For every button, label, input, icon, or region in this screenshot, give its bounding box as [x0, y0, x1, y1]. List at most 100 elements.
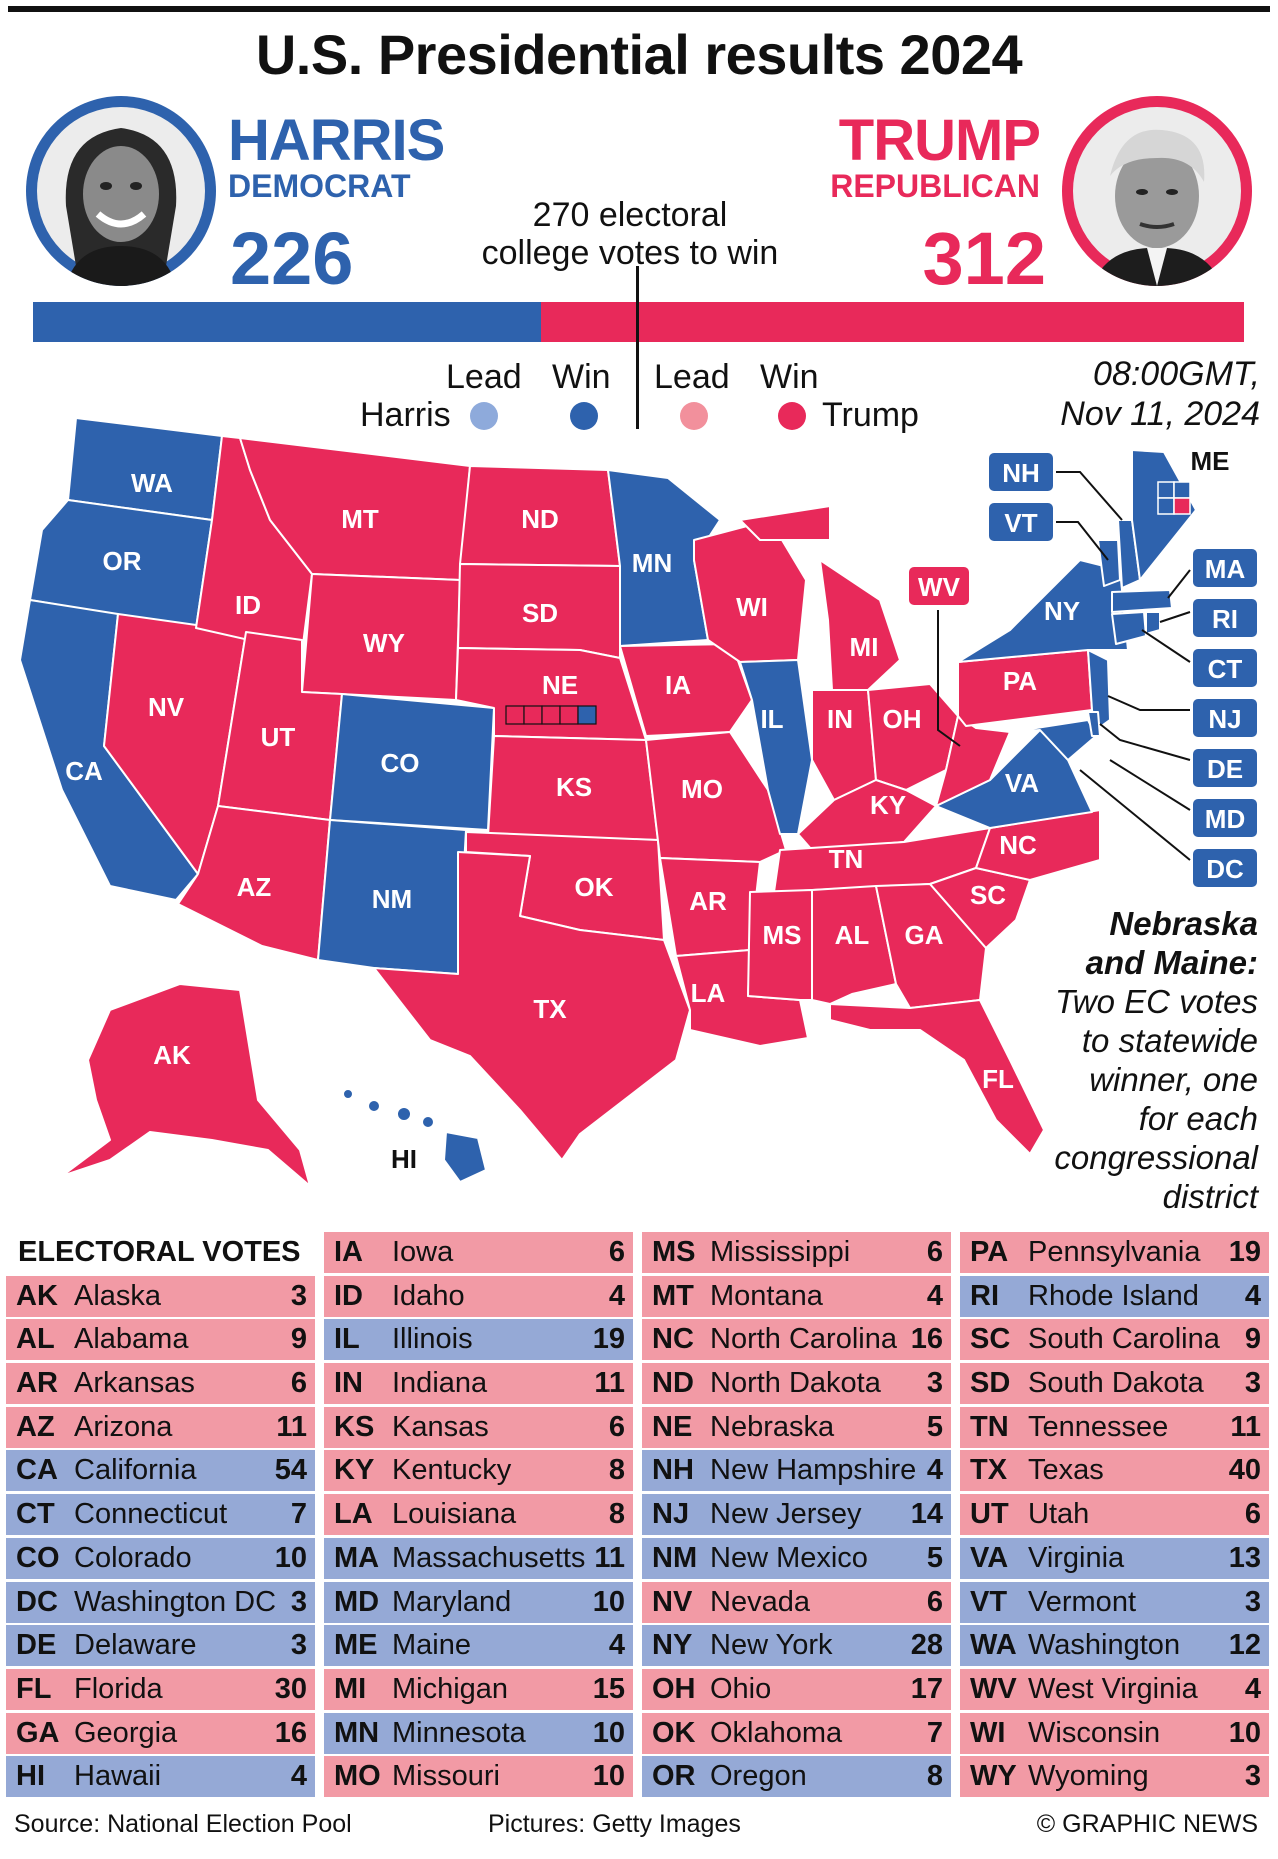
note-body-6: district: [1162, 1178, 1258, 1215]
ev-state-name: Nebraska: [710, 1410, 835, 1443]
ev-abbr: MT: [652, 1279, 694, 1312]
ev-votes: 7: [290, 1498, 307, 1531]
ev-state-name: Maine: [392, 1629, 471, 1662]
threshold-line1: 270 electoral: [532, 196, 728, 234]
state-RI: [1145, 611, 1161, 635]
state-AK: [61, 983, 311, 1187]
ev-state-name: Nevada: [710, 1585, 810, 1618]
ev-state-name: Iowa: [392, 1236, 454, 1268]
ev-votes: 19: [592, 1323, 625, 1356]
ev-abbr: NJ: [652, 1498, 690, 1531]
ev-abbr: NV: [652, 1585, 693, 1618]
ev-state-name: South Dakota: [1028, 1367, 1204, 1400]
maine-district-grid: [1157, 481, 1191, 515]
label-IN: IN: [827, 704, 853, 734]
ev-row-ca: CA California 54: [6, 1450, 315, 1492]
state-WI: [693, 519, 807, 663]
ev-votes: 4: [1244, 1672, 1261, 1705]
ev-abbr: SD: [970, 1367, 1011, 1400]
label-NY: NY: [1044, 596, 1080, 626]
harris-name: HARRIS: [228, 108, 445, 173]
label-OK: OK: [575, 872, 614, 902]
ev-row-or: OR Oregon 8: [642, 1756, 951, 1798]
state-IL: [739, 659, 813, 835]
ev-votes: 3: [290, 1279, 307, 1312]
ev-state-name: Utah: [1028, 1498, 1090, 1531]
ev-votes: 4: [926, 1279, 943, 1312]
ev-votes: 6: [290, 1367, 307, 1400]
ev-votes: 3: [1244, 1760, 1261, 1793]
ev-votes: 11: [276, 1410, 307, 1443]
label-AR: AR: [689, 886, 727, 916]
ev-abbr: ID: [334, 1279, 363, 1312]
ev-row-ok: OK Oklahoma 7: [642, 1712, 951, 1754]
label-NC: NC: [999, 830, 1037, 860]
ev-row-ut: UT Utah 6: [960, 1494, 1269, 1536]
ev-abbr: GA: [16, 1716, 60, 1749]
note-body-3: winner, one: [1089, 1061, 1258, 1098]
footer-source: Source: National Election Pool: [14, 1810, 352, 1838]
ev-column-4: PA Pennsylvania 19 RI Rhode Island 4 SC South C…: [960, 1232, 1269, 1800]
ev-votes: 16: [274, 1716, 307, 1749]
ev-row-co: CO Colorado 10: [6, 1537, 315, 1579]
ev-votes: 15: [592, 1672, 625, 1705]
harris-progress-bar: [33, 302, 541, 342]
state-TX: [373, 851, 691, 1161]
ev-votes: 16: [910, 1323, 943, 1356]
ev-row-nm: NM New Mexico 5: [642, 1537, 951, 1579]
state-VT: [1097, 539, 1121, 587]
ev-state-name: Arizona: [74, 1410, 173, 1443]
ev-votes: 8: [926, 1760, 943, 1793]
ev-votes: 10: [1228, 1716, 1261, 1749]
ev-row-wy: WY Wyoming 3: [960, 1756, 1269, 1798]
box-CT: CT: [1191, 647, 1259, 689]
ev-abbr: WA: [970, 1629, 1017, 1662]
ev-abbr: WY: [970, 1760, 1017, 1793]
box-DE: DE: [1191, 747, 1259, 789]
trump-progress-bar: [541, 302, 1244, 342]
ev-state-name: Michigan: [392, 1672, 509, 1705]
state-FL: [829, 999, 1045, 1155]
ev-row-ks: KS Kansas 6: [324, 1406, 633, 1448]
ev-abbr: UT: [970, 1498, 1009, 1531]
nebraska-maine-note: Nebraska and Maine: Two EC votes to stat…: [1054, 904, 1258, 1216]
ev-abbr: VT: [970, 1585, 1008, 1618]
ev-state-name: Illinois: [392, 1323, 473, 1356]
ev-abbr: WV: [970, 1672, 1017, 1705]
svg-text:RI: RI: [1212, 604, 1238, 634]
ev-row-al: AL Alabama 9: [6, 1319, 315, 1361]
ev-state-name: Delaware: [74, 1629, 197, 1662]
label-MS: MS: [763, 920, 802, 950]
box-RI: RI: [1191, 597, 1259, 639]
ev-state-name: Tennessee: [1028, 1410, 1169, 1443]
ev-state-name: Massachusetts: [392, 1541, 586, 1574]
ev-state-name: Missouri: [392, 1760, 500, 1793]
ev-state-name: Oklahoma: [710, 1716, 843, 1749]
ev-state-name: Oregon: [710, 1760, 807, 1793]
label-IL: IL: [760, 704, 783, 734]
ev-abbr: OH: [652, 1672, 696, 1705]
ev-row-ct: CT Connecticut 7: [6, 1494, 315, 1536]
ev-state-name: Kansas: [392, 1410, 489, 1443]
label-TX: TX: [533, 994, 567, 1024]
ev-votes: 10: [592, 1585, 625, 1618]
ev-row-tn: TN Tennessee 11: [960, 1406, 1269, 1448]
harris-lead-swatch: [470, 402, 498, 430]
ev-abbr: HI: [16, 1760, 45, 1793]
state-NJ: [1087, 649, 1111, 731]
ev-abbr: DC: [16, 1585, 58, 1618]
label-OR: OR: [103, 546, 142, 576]
ev-abbr: KS: [334, 1410, 375, 1443]
ev-state-name: Indiana: [392, 1367, 488, 1400]
state-WV: [935, 715, 1011, 807]
ev-row-id: ID Idaho 4: [324, 1275, 633, 1317]
ev-column-1: ELECTORAL VOTES AK Alaska 3 AL Alabama 9 AR Ark…: [6, 1232, 315, 1800]
label-WY: WY: [363, 628, 405, 658]
ev-state-name: Alaska: [74, 1279, 162, 1312]
ev-votes: 6: [926, 1236, 943, 1268]
footer-pictures: Pictures: Getty Images: [488, 1810, 741, 1838]
ev-row-va: VA Virginia 13: [960, 1537, 1269, 1579]
ev-state-name: Virginia: [1028, 1541, 1125, 1574]
ev-votes: 17: [910, 1672, 943, 1705]
label-GA: GA: [905, 920, 944, 950]
